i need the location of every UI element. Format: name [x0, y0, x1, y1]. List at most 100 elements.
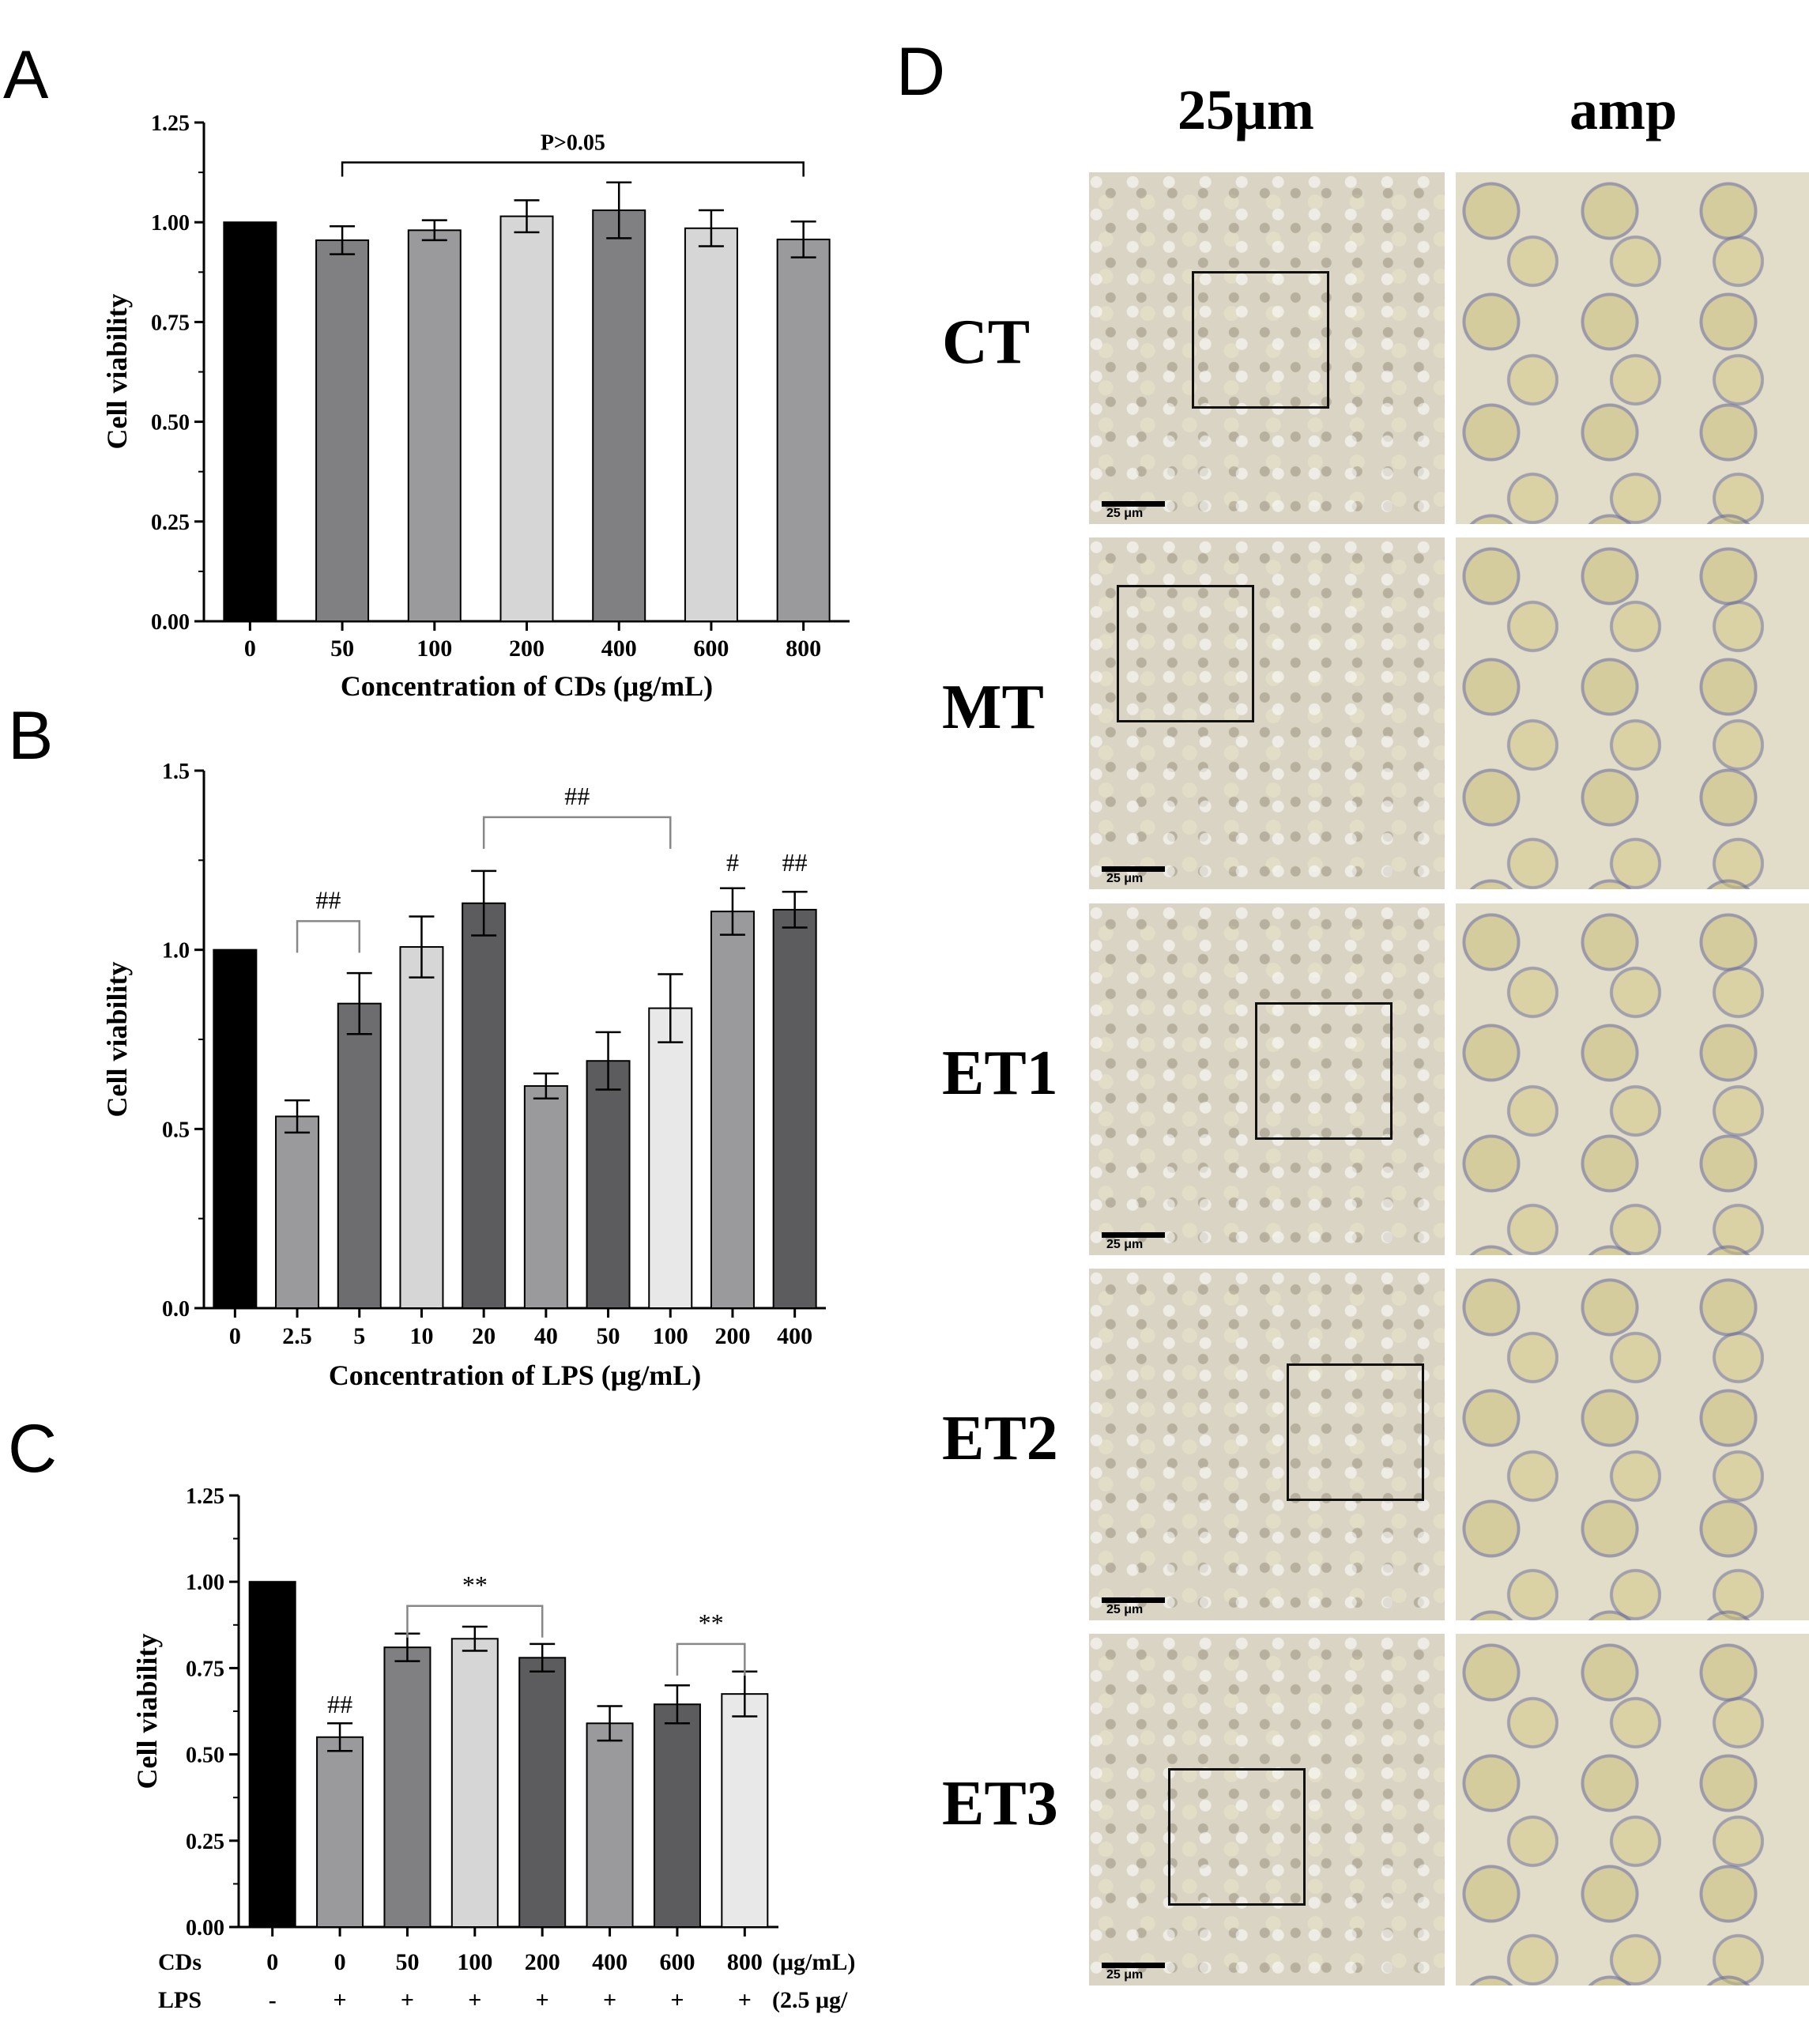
- bar: [462, 902, 507, 1309]
- scale-bar-label: 25 μm: [1106, 872, 1144, 885]
- x-tick-label: 600: [659, 1949, 695, 1975]
- significance-label: **: [462, 1571, 488, 1599]
- scale-bar: [1102, 1597, 1165, 1603]
- x-tick-label: 0: [229, 1323, 241, 1349]
- x-tick-label: 0: [334, 1949, 346, 1975]
- bar: [772, 908, 817, 1309]
- significance-label: **: [699, 1608, 724, 1637]
- x-tick-label: 40: [534, 1323, 558, 1349]
- x-tick-label: 100: [653, 1323, 688, 1349]
- bar: [523, 1084, 568, 1310]
- x-axis-label: Concentration of LPS (μg/mL): [329, 1360, 701, 1391]
- panel-letter-a: A: [3, 37, 49, 113]
- zoom-region-box: [1117, 585, 1254, 722]
- significance-label: #: [726, 848, 739, 877]
- y-tick-label: 0.5: [162, 1118, 190, 1142]
- bar: [223, 221, 277, 622]
- micrograph-zoom: [1456, 903, 1809, 1255]
- x-tick-label: 50: [330, 635, 354, 662]
- bar: [213, 948, 258, 1309]
- bar: [592, 209, 646, 622]
- significance-bracket: [676, 1642, 746, 1676]
- bar: [710, 911, 755, 1310]
- micrograph-overview: 25 μm: [1089, 903, 1445, 1255]
- lps-row-value: +: [670, 1987, 684, 2013]
- x-tick-label: 5: [353, 1323, 365, 1349]
- x-tick-label: 200: [509, 635, 545, 662]
- micrograph-col-title-25um: 25μm: [1178, 78, 1314, 141]
- micrograph-overview: 25 μm: [1089, 172, 1445, 524]
- x-tick-label: 50: [395, 1949, 419, 1975]
- x-tick-label: 100: [416, 635, 452, 662]
- scale-bar: [1102, 1963, 1165, 1968]
- x-tick-label: 600: [693, 635, 729, 662]
- zoom-region-box: [1192, 271, 1329, 409]
- y-tick-label: 0.25: [151, 511, 190, 535]
- scale-bar: [1102, 866, 1165, 872]
- micrograph-zoom: [1456, 1269, 1809, 1620]
- significance-bracket: [406, 1605, 544, 1638]
- micrograph-overview: 25 μm: [1089, 1269, 1445, 1620]
- y-tick-label: 0.25: [186, 1830, 224, 1854]
- panel-letter-b: B: [8, 698, 54, 774]
- bar: [518, 1657, 567, 1928]
- bar: [450, 1638, 499, 1928]
- y-tick-label: 0.00: [186, 1916, 224, 1940]
- significance-label: ##: [327, 1690, 352, 1718]
- y-tick-label: 1.00: [151, 211, 190, 236]
- zoom-region-box: [1255, 1002, 1393, 1140]
- significance-label: P>0.05: [541, 130, 605, 155]
- y-tick-label: 0.00: [151, 610, 190, 635]
- y-axis-label: Cell viability: [101, 962, 133, 1118]
- lps-row-unit: (2.5 μg/: [772, 1987, 848, 2013]
- x-tick-label: 800: [786, 635, 821, 662]
- micrograph-row-label: CT: [942, 307, 1031, 377]
- x-tick-label: 200: [525, 1949, 560, 1975]
- bar: [648, 1007, 693, 1310]
- micrograph-zoom: [1456, 172, 1809, 524]
- cds-row-unit: (μg/mL): [772, 1949, 855, 1975]
- lps-row-value: +: [738, 1987, 752, 2013]
- x-tick-label: 200: [714, 1323, 750, 1349]
- micrograph-overview: 25 μm: [1089, 537, 1445, 889]
- micrograph-row-label: ET3: [942, 1769, 1058, 1838]
- significance-label: ##: [782, 848, 808, 877]
- bar: [399, 946, 444, 1310]
- panel-letter-c: C: [8, 1411, 58, 1487]
- scale-bar-label: 25 μm: [1106, 1968, 1144, 1982]
- significance-bracket: [482, 816, 672, 849]
- x-tick-label: 100: [457, 1949, 492, 1975]
- micrograph-overview: 25 μm: [1089, 1634, 1445, 1986]
- micrograph-row-label: MT: [942, 673, 1044, 742]
- significance-bracket: [296, 920, 360, 953]
- chart-c: 0.00 0.25 0.50 0.75 1.00 1.25 Cell viability 0 0…: [131, 1484, 855, 2013]
- significance-label: ##: [315, 885, 341, 914]
- x-tick-label: 400: [592, 1949, 627, 1975]
- x-tick-label: 400: [777, 1323, 812, 1349]
- bar: [653, 1703, 701, 1928]
- bar: [383, 1646, 432, 1928]
- bar: [248, 1581, 296, 1928]
- scale-bar-label: 25 μm: [1106, 507, 1144, 520]
- bar: [684, 227, 738, 622]
- y-tick-label: 1.5: [162, 760, 190, 784]
- micrograph-zoom: [1456, 537, 1809, 889]
- bar: [337, 1002, 382, 1309]
- y-tick-label: 1.25: [151, 111, 190, 136]
- lps-row-value: +: [334, 1987, 347, 2013]
- x-tick-label: 2.5: [282, 1323, 312, 1349]
- scale-bar: [1102, 1232, 1165, 1238]
- significance-bracket: [341, 161, 805, 177]
- micrograph-zoom: [1456, 1634, 1809, 1986]
- x-tick-label: 50: [597, 1323, 620, 1349]
- bar: [315, 239, 370, 622]
- bar: [407, 229, 462, 622]
- zoom-region-box: [1168, 1768, 1306, 1906]
- lps-row-value: +: [401, 1987, 414, 2013]
- x-tick-label: 0: [266, 1949, 278, 1975]
- y-tick-label: 1.25: [186, 1484, 224, 1509]
- x-axis-label: Concentration of CDs (μg/mL): [341, 670, 713, 702]
- x-tick-label: 20: [472, 1323, 496, 1349]
- x-tick-label: 800: [727, 1949, 763, 1975]
- x-tick-label: 0: [244, 635, 256, 662]
